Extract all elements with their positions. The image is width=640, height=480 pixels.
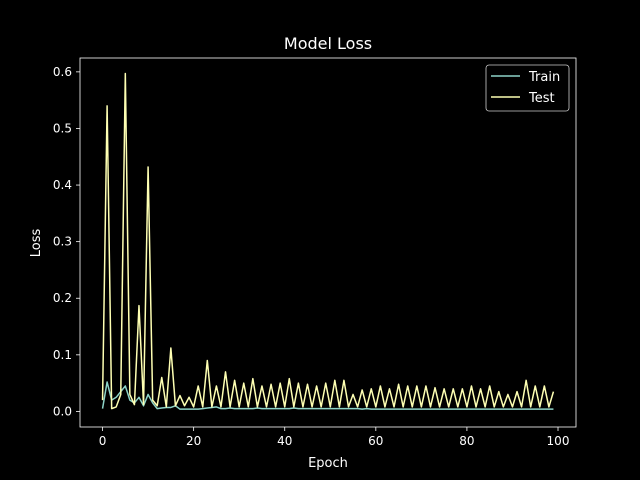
plot-area — [79, 57, 577, 428]
y-axis: 0.0 0.1 0.2 0.3 0.4 0.5 0.6 — [53, 65, 80, 418]
x-tick-label: 80 — [459, 434, 474, 448]
legend-label-test: Test — [528, 91, 555, 106]
y-tick-label: 0.5 — [53, 121, 72, 135]
plot-frame — [79, 57, 577, 428]
y-tick-label: 0.6 — [53, 65, 72, 79]
y-tick-label: 0.3 — [53, 235, 72, 249]
y-tick-label: 0.2 — [53, 291, 72, 305]
x-tick-label: 0 — [99, 434, 107, 448]
series-line-train — [101, 381, 554, 410]
y-tick-label: 0.1 — [53, 348, 72, 362]
x-axis-label: Epoch — [308, 456, 348, 471]
x-tick-label: 40 — [277, 434, 292, 448]
x-tick-label: 20 — [186, 434, 201, 448]
legend-label-train: Train — [528, 70, 560, 85]
y-tick-label: 0.0 — [53, 404, 72, 418]
series-layer — [101, 72, 555, 410]
x-axis: 0 20 40 60 80 100 — [99, 427, 570, 448]
x-tick-label: 60 — [368, 434, 383, 448]
legend: Train Test — [485, 64, 570, 112]
y-tick-label: 0.4 — [53, 178, 72, 192]
x-tick-label: 100 — [547, 434, 570, 448]
y-axis-label: Loss — [29, 229, 44, 258]
chart-title: Model Loss — [284, 34, 372, 53]
series-line-test — [101, 72, 555, 410]
